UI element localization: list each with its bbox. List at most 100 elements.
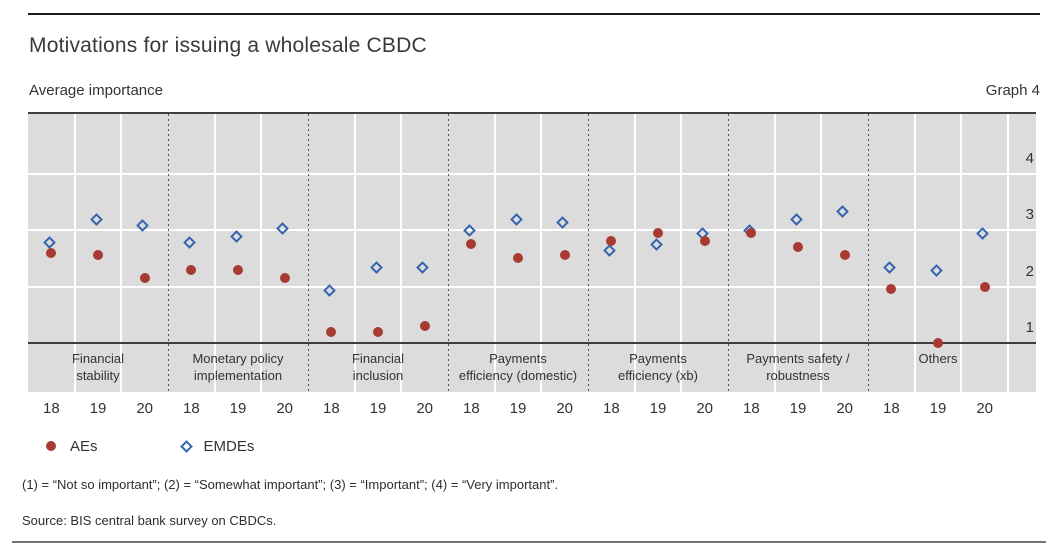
year-tick-label: 19 — [509, 400, 527, 417]
year-tick-label: 18 — [182, 400, 200, 417]
chart-plot-area: 1 2 3 4 Financial stability Monetary policy imp… — [28, 112, 1036, 394]
gridline-x — [400, 114, 403, 394]
category-label-line: Payments — [489, 351, 547, 366]
gridline-x-axis-column — [1007, 114, 1009, 394]
emdes-open-diamond-icon — [179, 439, 193, 453]
data-point-aes — [653, 227, 663, 238]
data-point-aes — [559, 250, 570, 261]
year-tick-label: 18 — [882, 400, 900, 417]
category-label-line: Payments — [629, 351, 687, 366]
category-label-line: Others — [918, 351, 958, 366]
gridline-x — [260, 114, 263, 394]
data-point-emdes — [462, 224, 476, 238]
year-tick-label: 18 — [322, 400, 340, 417]
year-tick-label: 18 — [42, 400, 60, 417]
page-title: Motivations for issuing a wholesale CBDC — [29, 34, 427, 57]
legend-label-emdes: EMDEs — [203, 437, 255, 455]
aes-filled-circle-icon — [46, 441, 56, 451]
year-tick-label: 18 — [602, 400, 620, 417]
gridline-x — [353, 114, 356, 394]
y-tick-label-4: 4 — [1025, 149, 1034, 167]
category-label-line: robustness — [766, 368, 830, 383]
category-label-line: Payments safety / — [746, 351, 850, 366]
data-point-aes — [513, 253, 523, 264]
data-point-aes — [373, 326, 383, 337]
year-tick-label: 19 — [229, 400, 247, 417]
x-axis-year-labels: 18 19 20 18 19 20 18 19 20 18 19 20 18 19 20 18 19 20 18 19… — [28, 400, 1036, 420]
data-point-emdes — [229, 230, 243, 243]
category-label: Payments safety / robustness — [728, 350, 868, 384]
category-label-line: stability — [76, 368, 120, 383]
legend-item-emdes: EMDEs — [179, 437, 255, 455]
year-tick-label: 19 — [369, 400, 387, 417]
data-point-emdes — [276, 221, 290, 235]
footnote-scale-definitions: (1) = “Not so important”; (2) = “Somewha… — [22, 477, 559, 492]
category-label-line: inclusion — [352, 368, 404, 383]
category-label: Payments efficiency (xb) — [588, 350, 728, 384]
year-tick-label: 19 — [649, 400, 667, 417]
data-point-aes — [186, 264, 197, 275]
year-tick-label: 20 — [696, 400, 713, 417]
year-tick-label: 20 — [556, 400, 573, 417]
category-label-line: Monetary policy — [192, 351, 284, 366]
category-separator — [728, 114, 729, 394]
data-point-emdes — [882, 261, 896, 274]
category-label-line: Financial — [351, 351, 405, 366]
gridline-x — [73, 114, 76, 394]
year-tick-label: 20 — [416, 400, 433, 417]
data-point-emdes — [42, 235, 56, 249]
category-separator — [308, 114, 309, 394]
chart-legend: AEs EMDEs — [46, 437, 254, 455]
data-point-aes — [699, 236, 710, 247]
year-tick-label: 20 — [976, 400, 993, 417]
data-point-aes — [419, 321, 430, 332]
data-point-aes — [46, 247, 57, 258]
category-label: Others — [868, 350, 1008, 367]
bottom-rule — [12, 541, 1046, 543]
footnote-source: Source: BIS central bank survey on CBDCs… — [22, 513, 277, 528]
data-point-aes — [886, 284, 897, 295]
category-label: Monetary policy implementation — [168, 350, 308, 384]
data-point-aes — [93, 250, 103, 261]
graph-number-label: Graph 4 — [985, 82, 1040, 99]
data-point-aes — [606, 236, 617, 247]
data-point-emdes — [649, 238, 663, 252]
year-tick-label: 20 — [836, 400, 853, 417]
y-tick-label-2: 2 — [1025, 262, 1034, 280]
year-tick-label: 20 — [276, 400, 293, 417]
data-point-emdes — [182, 235, 196, 249]
y-tick-label-1: 1 — [1025, 319, 1034, 336]
category-separator — [588, 114, 589, 394]
data-point-aes — [279, 273, 290, 284]
category-label: Payments efficiency (domestic) — [448, 350, 588, 384]
gridline-x — [680, 114, 683, 394]
data-point-emdes — [602, 244, 616, 257]
data-point-emdes — [836, 204, 850, 218]
category-label-line: efficiency (xb) — [618, 368, 698, 383]
year-tick-label: 18 — [462, 400, 480, 417]
gridline-x — [820, 114, 823, 394]
category-separator — [868, 114, 869, 394]
year-tick-label: 19 — [89, 400, 107, 417]
y-tick-label-3: 3 — [1025, 206, 1034, 223]
category-label: Financial stability — [28, 350, 168, 384]
year-tick-label: 19 — [789, 400, 807, 417]
gridline-x — [540, 114, 543, 394]
data-point-aes — [839, 250, 850, 261]
year-tick-label: 18 — [742, 400, 760, 417]
gridline-x — [213, 114, 216, 394]
data-point-emdes — [556, 215, 570, 229]
data-point-emdes — [416, 261, 430, 274]
category-separator — [448, 114, 449, 394]
category-label: Financial inclusion — [308, 350, 448, 384]
gridline-y-2 — [28, 285, 1036, 288]
year-tick-label: 20 — [136, 400, 153, 417]
legend-label-aes: AEs — [70, 437, 98, 455]
data-point-aes — [326, 326, 337, 337]
gridline-x — [913, 114, 916, 394]
data-point-aes — [233, 264, 243, 275]
category-label-line: implementation — [193, 368, 283, 383]
data-point-aes — [746, 227, 757, 238]
data-point-emdes — [509, 213, 523, 226]
year-tick-label: 19 — [929, 400, 947, 417]
